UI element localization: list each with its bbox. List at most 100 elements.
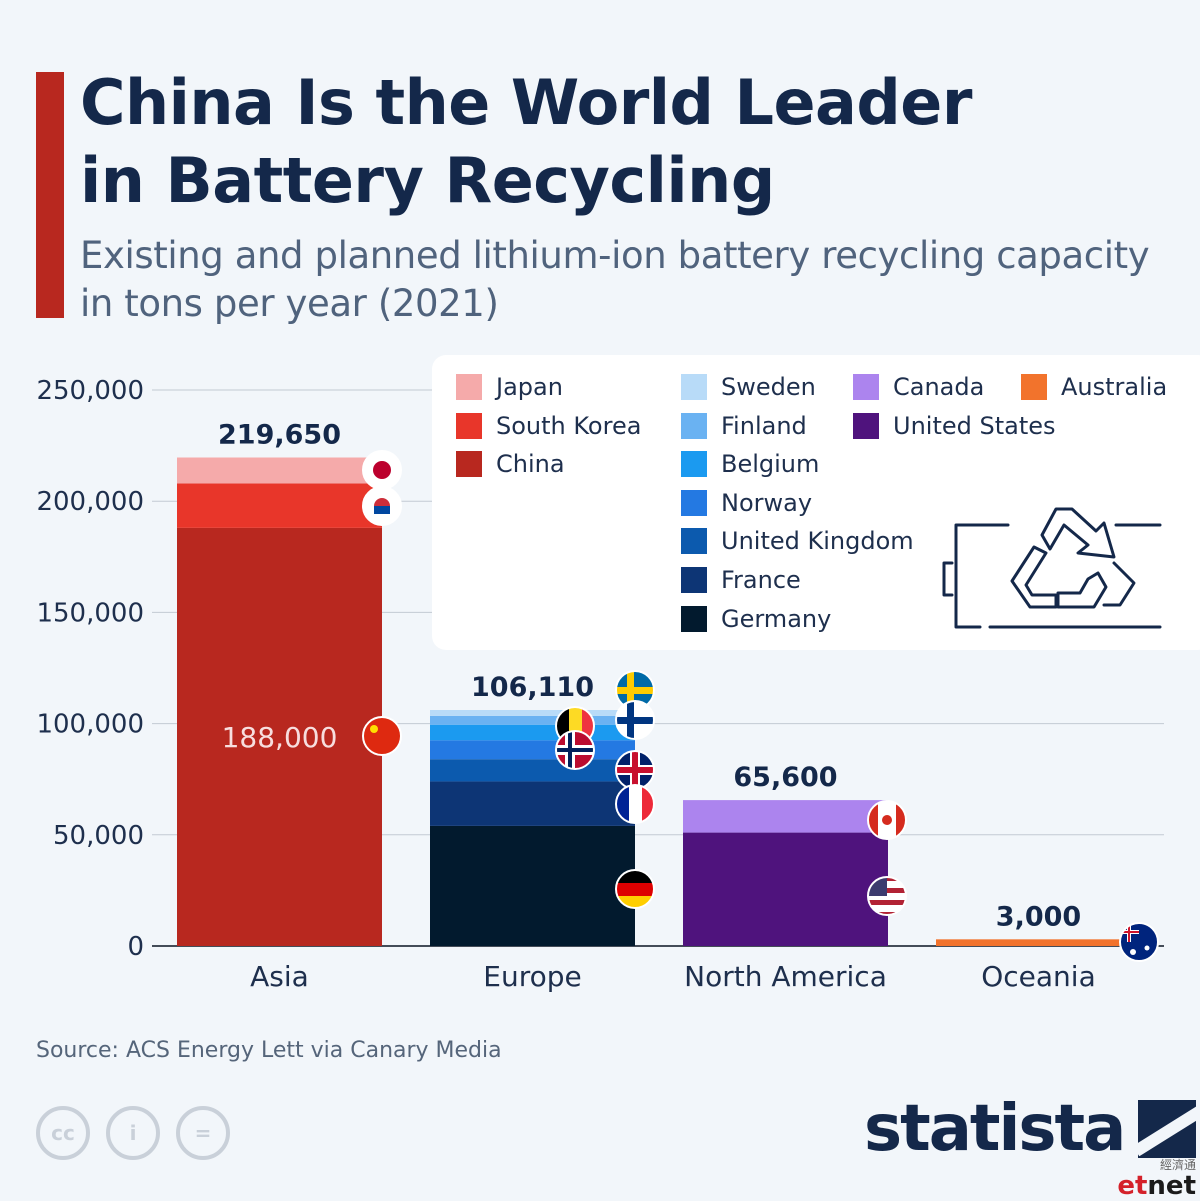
legend-label: Belgium <box>721 450 820 479</box>
battery-recycle-icon <box>942 507 1162 629</box>
legend-swatch <box>1021 374 1047 400</box>
legend-item-south-korea: South Korea <box>456 412 641 440</box>
legend-item-sweden: Sweden <box>681 373 816 401</box>
x-tick-label: Oceania <box>981 960 1096 993</box>
legend-label: South Korea <box>496 411 642 440</box>
bar-segment-france <box>430 781 635 826</box>
chart-title: China Is the World Leader in Battery Rec… <box>80 64 1160 220</box>
legend-item-finland: Finland <box>681 412 807 440</box>
bar-segment-australia <box>936 939 1141 946</box>
legend-item-canada: Canada <box>853 373 984 401</box>
bar-total-label: 3,000 <box>996 901 1081 932</box>
flag-australia-icon <box>1119 922 1159 962</box>
legend: Japan South Korea China Sweden Finland Belgiu… <box>432 355 1200 650</box>
legend-item-china: China <box>456 450 565 478</box>
bar-segment-japan <box>177 457 382 484</box>
bar-segment-sweden <box>430 710 635 716</box>
legend-item-france: France <box>681 566 801 594</box>
statista-logo[interactable]: statista <box>864 1092 1197 1166</box>
no-derivatives-icon[interactable]: = <box>176 1106 230 1160</box>
cc-icon[interactable]: cc <box>36 1106 90 1160</box>
y-tick-label: 250,000 <box>36 376 144 406</box>
legend-item-united-states: United States <box>853 412 1056 440</box>
bar-segment-belgium <box>430 724 635 741</box>
x-tick-label: North America <box>684 960 887 993</box>
attribution-icon[interactable]: i <box>106 1106 160 1160</box>
legend-item-united-kingdom: United Kingdom <box>681 527 914 555</box>
legend-label: United States <box>893 411 1056 440</box>
flag-norway-icon <box>555 730 595 770</box>
accent-bar <box>36 72 64 318</box>
chart-subtitle: Existing and planned lithium-ion battery… <box>80 232 1180 328</box>
legend-swatch <box>681 567 707 593</box>
legend-swatch <box>456 374 482 400</box>
legend-label: United Kingdom <box>721 527 914 556</box>
flag-south-korea-icon <box>362 486 402 526</box>
legend-swatch <box>853 374 879 400</box>
source-note: Source: ACS Energy Lett via Canary Media <box>36 1038 502 1063</box>
title-line-2: in Battery Recycling <box>80 144 775 217</box>
flag-france-icon <box>615 784 655 824</box>
bar-segment-germany <box>430 825 635 946</box>
subtitle-line-2: in tons per year (2021) <box>80 282 499 325</box>
segment-value-label: 188,000 <box>222 721 338 754</box>
legend-label: Finland <box>721 411 807 440</box>
legend-swatch <box>456 412 482 439</box>
x-tick-label: Asia <box>250 960 309 993</box>
bar-total-label: 219,650 <box>218 419 341 450</box>
bar-segment-united-kingdom <box>430 759 635 782</box>
flag-finland-icon <box>615 700 655 740</box>
watermark-latin-a: et <box>1117 1171 1148 1201</box>
flag-germany-icon <box>615 869 655 909</box>
legend-item-germany: Germany <box>681 605 831 633</box>
legend-label: Australia <box>1061 373 1168 401</box>
legend-swatch <box>853 412 879 439</box>
flag-canada-icon <box>867 800 907 840</box>
statista-mark-icon <box>1138 1100 1197 1158</box>
legend-swatch <box>681 489 707 516</box>
legend-swatch <box>681 605 707 632</box>
legend-swatch <box>681 528 707 555</box>
watermark-latin-b: net <box>1147 1171 1196 1201</box>
legend-label: Sweden <box>721 373 816 401</box>
legend-label: Norway <box>721 488 813 517</box>
legend-item-norway: Norway <box>681 489 812 517</box>
legend-label: China <box>496 450 565 479</box>
legend-label: Germany <box>721 604 832 633</box>
flag-japan-icon <box>362 450 402 490</box>
legend-label: France <box>721 566 801 594</box>
legend-swatch <box>681 412 707 439</box>
y-tick-label: 200,000 <box>36 487 144 517</box>
legend-item-australia: Australia <box>1021 373 1167 401</box>
y-tick-label: 0 <box>127 932 144 962</box>
bar-total-label: 106,110 <box>471 672 594 703</box>
legend-label: Japan <box>496 373 563 401</box>
flag-china-icon <box>362 716 402 756</box>
legend-item-japan: Japan <box>456 373 563 401</box>
legend-swatch <box>456 451 482 478</box>
etnet-watermark: 經濟通 etnet <box>1116 1156 1196 1199</box>
brand-name: statista <box>864 1092 1126 1166</box>
bar-segment-china <box>177 527 382 946</box>
x-tick-label: Europe <box>483 960 581 993</box>
watermark-chinese: 經濟通 <box>1159 1158 1196 1172</box>
subtitle-line-1: Existing and planned lithium-ion battery… <box>80 234 1150 277</box>
flag-united-states-icon <box>867 876 907 916</box>
bar-segment-south-korea <box>177 483 382 528</box>
title-line-1: China Is the World Leader <box>80 66 972 139</box>
y-tick-label: 100,000 <box>36 710 144 740</box>
license-icons: cc i = <box>36 1106 230 1160</box>
legend-swatch <box>681 374 707 400</box>
bar-segment-finland <box>430 715 635 725</box>
bar-segment-united-states <box>683 832 888 946</box>
bar-segment-norway <box>430 740 635 760</box>
bar-segment-canada <box>683 800 888 833</box>
legend-label: Canada <box>893 373 985 401</box>
y-tick-label: 50,000 <box>53 821 144 851</box>
legend-item-belgium: Belgium <box>681 450 819 478</box>
y-tick-label: 150,000 <box>36 598 144 628</box>
flag-united-kingdom-icon <box>615 750 655 790</box>
legend-swatch <box>681 451 707 478</box>
watermark-latin: etnet <box>1116 1173 1196 1199</box>
